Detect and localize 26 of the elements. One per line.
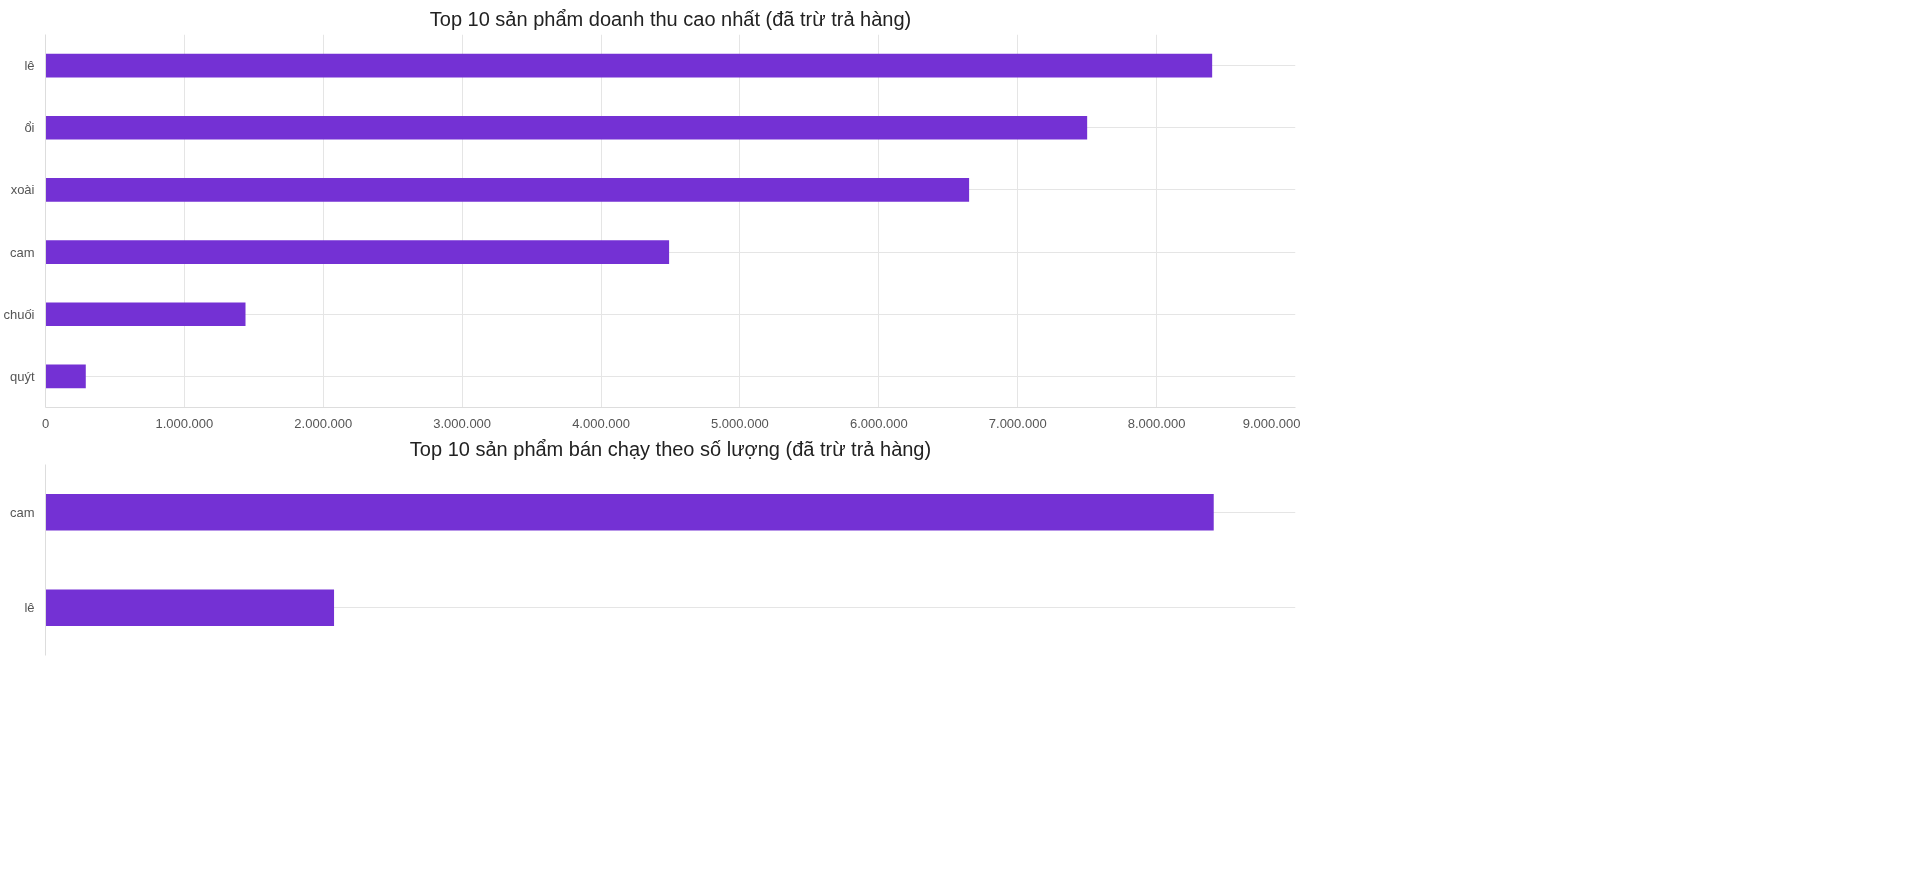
y-tick-label: xoài bbox=[10, 182, 35, 198]
y-tick-label: lê bbox=[24, 58, 35, 74]
x-tick-label: 0 bbox=[41, 415, 50, 431]
y-tick-label: chuối bbox=[3, 306, 35, 322]
bar bbox=[45, 240, 670, 264]
y-tick-label: ổi bbox=[24, 120, 35, 136]
x-tick-label: 9.000.000 bbox=[1242, 415, 1301, 431]
chart-title: Top 10 sản phẩm doanh thu cao nhất (đã trừ trả hàng) bbox=[429, 7, 912, 30]
y-tick-label: quýt bbox=[9, 368, 35, 384]
x-tick-label: 5.000.000 bbox=[711, 415, 769, 431]
x-tick-label: 3.000.000 bbox=[433, 415, 492, 431]
x-tick-label: 6.000.000 bbox=[849, 415, 908, 431]
bar bbox=[45, 364, 86, 389]
x-tick-label: 2.000.000 bbox=[294, 415, 353, 431]
y-tick-label: cam bbox=[9, 504, 35, 520]
chart-title: Top 10 sản phẩm bán chạy theo số lượng (đã trừ trả hàng) bbox=[409, 437, 932, 460]
y-tick-label: cam bbox=[9, 244, 35, 260]
x-tick-label: 4.000.000 bbox=[572, 415, 630, 431]
bar bbox=[45, 178, 970, 202]
bar bbox=[45, 115, 1088, 140]
x-tick-label: 1.000.000 bbox=[155, 415, 214, 431]
bar bbox=[45, 302, 246, 327]
y-tick-label: lê bbox=[24, 600, 35, 616]
x-tick-label: 7.000.000 bbox=[988, 415, 1047, 431]
x-tick-label: 8.000.000 bbox=[1127, 415, 1186, 431]
bar bbox=[45, 53, 1213, 78]
